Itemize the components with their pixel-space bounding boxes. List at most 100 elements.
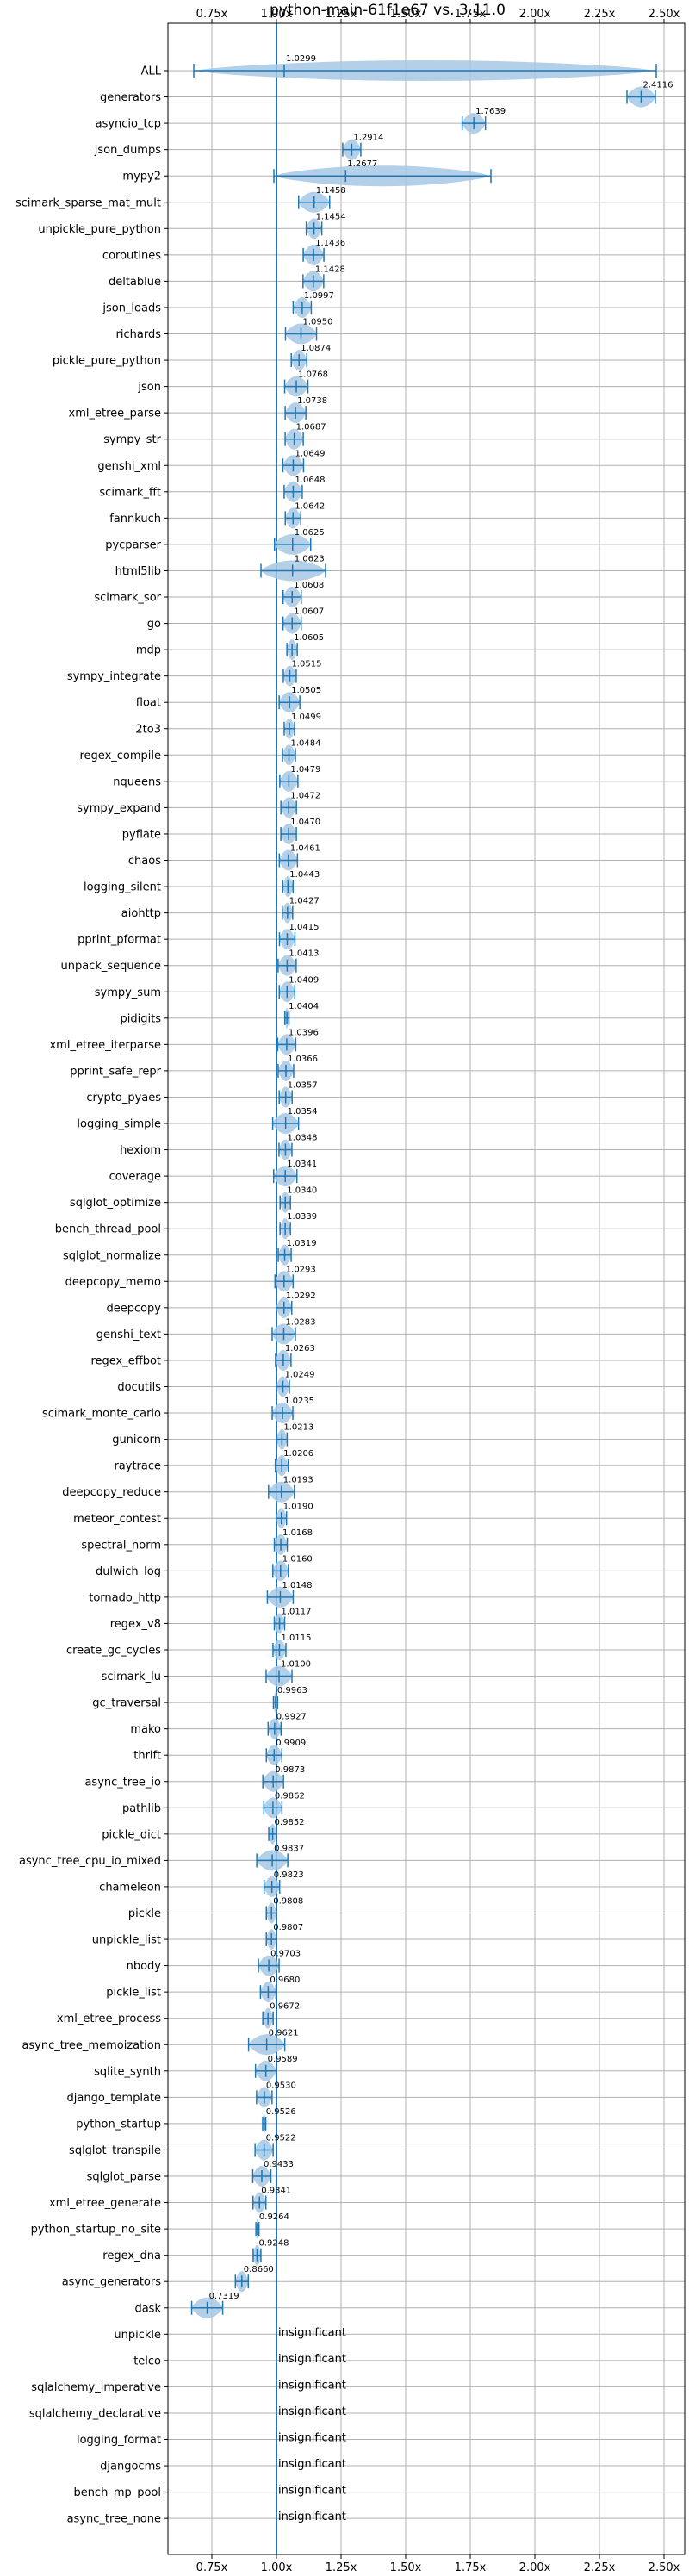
benchmark-label: xml_etree_iterparse	[49, 1039, 161, 1052]
benchmark-label: spectral_norm	[81, 1539, 161, 1552]
value-label: 1.0263	[285, 1344, 315, 1353]
tick-label-bottom: 2.25x	[584, 2561, 616, 2574]
value-label: 1.0235	[284, 1397, 314, 1406]
value-label: 1.0148	[282, 1581, 312, 1590]
benchmark-label: sqlglot_transpile	[69, 2144, 161, 2157]
value-label: 1.0319	[287, 1239, 317, 1248]
benchmark-label: scimark_lu	[102, 1671, 161, 1683]
value-label: 0.9264	[259, 2212, 289, 2222]
value-label: 1.0997	[304, 291, 334, 301]
value-label: 0.9873	[275, 1765, 305, 1775]
benchmark-label: sqlglot_parse	[87, 2171, 161, 2184]
value-label: 1.0479	[290, 765, 320, 775]
benchmark-label: regex_effbot	[90, 1354, 161, 1367]
benchmark-label: pickle_dict	[102, 1828, 161, 1841]
benchmark-label: sqlglot_optimize	[70, 1197, 161, 1210]
benchmark-label: pprint_pformat	[78, 934, 161, 947]
benchmark-label: nqueens	[113, 775, 161, 788]
benchmark-label: coroutines	[102, 249, 161, 262]
benchmark-label: regex_compile	[79, 750, 161, 762]
benchmark-label: async_tree_memoization	[22, 2039, 161, 2052]
value-label: 1.0625	[295, 528, 325, 538]
insignificant-label: insignificant	[278, 2485, 346, 2498]
benchmark-label: sympy_sum	[95, 986, 161, 999]
value-label: 0.9621	[269, 2028, 299, 2038]
grid-lines	[168, 23, 685, 2554]
benchmark-label: pidigits	[121, 1012, 162, 1025]
value-label: 0.9823	[274, 1870, 304, 1880]
value-label: 0.9852	[275, 1818, 305, 1827]
benchmark-label: logging_simple	[77, 1118, 161, 1131]
value-label: 0.9808	[273, 1897, 303, 1907]
insignificant-label: insignificant	[278, 2458, 346, 2471]
value-label: 1.2914	[353, 134, 383, 143]
benchmark-label: sqlalchemy_imperative	[31, 2381, 161, 2394]
value-label: 0.9837	[274, 1844, 304, 1853]
benchmark-label: docutils	[117, 1381, 161, 1394]
value-label: 1.1458	[316, 186, 346, 196]
value-label: 1.0366	[288, 1055, 318, 1064]
value-label: 1.0607	[294, 607, 324, 617]
benchmark-label: thrift	[133, 1750, 161, 1763]
value-label: 0.9807	[273, 1923, 303, 1932]
benchmark-label: dask	[134, 2302, 161, 2315]
value-label: 1.0283	[285, 1317, 315, 1327]
value-label: 1.0293	[286, 1265, 316, 1274]
benchmark-label: scimark_fft	[99, 486, 161, 499]
value-label: 1.0950	[303, 318, 333, 327]
value-label: 1.0427	[289, 897, 320, 906]
benchmark-label: djangocms	[100, 2461, 161, 2473]
benchmark-label: genshi_xml	[97, 460, 161, 473]
value-label: 1.0348	[287, 1134, 317, 1143]
x-axis-ticks: 0.75x 0.75x 1.00x 1.00x 1.25x 1.25x 1.50x 1.50x…	[164, 8, 680, 2574]
benchmark-label: bench_thread_pool	[55, 1223, 161, 1236]
value-label: 1.0415	[289, 923, 319, 932]
value-label: 1.0206	[283, 1449, 313, 1459]
tick-label-top: 0.75x	[196, 8, 228, 21]
plot-frame	[167, 22, 686, 2555]
value-label: 1.0687	[296, 423, 326, 432]
value-label: 1.1454	[316, 212, 346, 221]
benchmark-label: raytrace	[114, 1460, 161, 1473]
benchmark-label: sympy_str	[103, 433, 161, 446]
value-label: 1.0443	[289, 870, 320, 880]
tick-label-bottom: 1.25x	[326, 2561, 357, 2574]
value-label: 0.9703	[270, 1950, 301, 1959]
value-label: 1.0100	[281, 1660, 311, 1670]
value-label: 1.1428	[315, 264, 345, 274]
value-label: 1.0499	[291, 712, 321, 722]
tick-label-bottom: 1.00x	[261, 2561, 293, 2574]
benchmark-label: logging_silent	[84, 881, 161, 894]
value-label: 1.0648	[295, 476, 325, 485]
value-label: 1.0213	[283, 1423, 313, 1433]
value-label: 1.0404	[289, 1002, 319, 1011]
tick-label-bottom: 0.75x	[196, 2561, 228, 2574]
benchmark-label: xml_etree_parse	[69, 408, 161, 420]
insignificant-label: insignificant	[278, 2353, 346, 2366]
benchmark-label: json	[137, 381, 161, 394]
benchmark-label: richards	[116, 328, 162, 341]
benchmark-label: fannkuch	[109, 513, 161, 526]
benchmark-label: dulwich_log	[96, 1565, 161, 1578]
value-label: 1.0874	[301, 344, 331, 353]
benchmark-label: asyncio_tcp	[96, 118, 161, 131]
benchmark-label: sqlite_synth	[94, 2065, 161, 2078]
benchmark-label: deepcopy_memo	[65, 1276, 161, 1289]
insignificant-label: insignificant	[278, 2405, 346, 2418]
value-label: 1.0160	[282, 1554, 313, 1564]
value-label: 1.0768	[298, 370, 328, 380]
benchmark-label: pickle_list	[106, 1987, 161, 2000]
benchmark-label: nbody	[127, 1960, 162, 1973]
benchmark-label: async_tree_io	[84, 1776, 161, 1789]
tick-label-bottom: 1.75x	[455, 2561, 487, 2574]
value-label: 1.0649	[295, 449, 325, 458]
benchmark-label: unpickle_list	[92, 1934, 161, 1947]
benchmark-label: pathlib	[122, 1802, 161, 1815]
benchmark-label: create_gc_cycles	[66, 1645, 161, 1658]
benchmark-label: chameleon	[99, 1881, 161, 1894]
benchmark-label: mdp	[136, 644, 161, 657]
benchmark-label: sqlglot_normalize	[63, 1249, 161, 1262]
benchmark-label: bench_mp_pool	[73, 2486, 161, 2499]
benchmark-label: generators	[100, 91, 161, 104]
